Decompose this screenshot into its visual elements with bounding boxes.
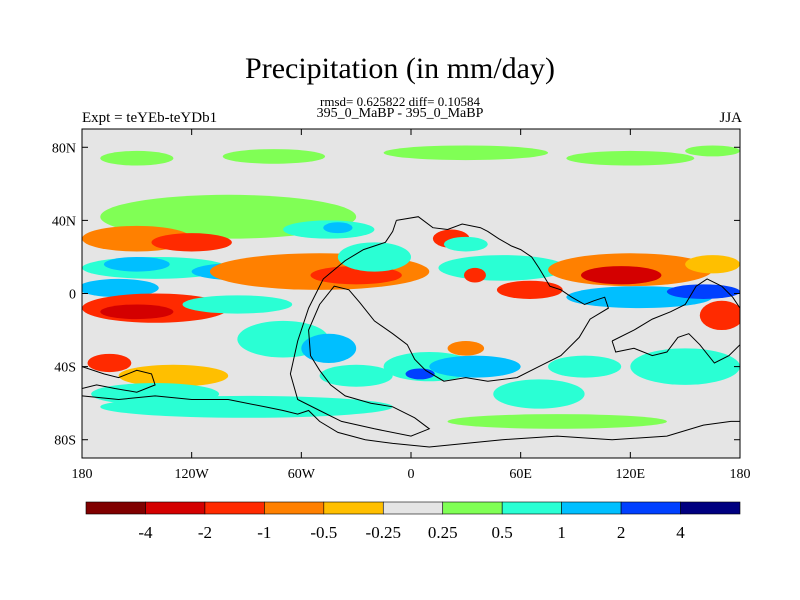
field-contour-region	[429, 355, 521, 378]
colorbar-swatch	[264, 501, 325, 515]
colorbar-swatch	[561, 501, 622, 515]
y-tick-label: 40S	[54, 361, 76, 376]
colorbar-swatch	[680, 501, 741, 515]
x-tick-label: 180	[72, 467, 93, 482]
x-tick-label: 120E	[616, 467, 646, 482]
x-tick-label: 180	[730, 467, 751, 482]
field-contour-region	[443, 236, 488, 252]
colorbar-swatch	[442, 501, 503, 515]
field-contour-region	[405, 368, 435, 380]
field-contour-region	[566, 150, 695, 166]
field-contour-region	[319, 364, 393, 387]
colorbar: -4 -2 -1 -0.5 -0.25 0.25 0.5 1 2 4	[85, 501, 741, 542]
colorbar-label: 4	[676, 523, 685, 542]
x-tick-label: 60W	[288, 467, 316, 482]
field-contour-region	[103, 256, 170, 272]
field-contour-region	[699, 300, 740, 331]
colorbar-label: 0.25	[428, 523, 458, 542]
colorbar-swatch	[85, 501, 146, 515]
coastline-layer	[82, 216, 740, 448]
field-contour-region	[666, 284, 740, 299]
field-contour-region	[548, 355, 622, 378]
colorbar-label: -0.5	[310, 523, 337, 542]
field-contour-region	[447, 341, 485, 356]
field-contour-region	[580, 266, 662, 285]
field-contour-region	[493, 379, 585, 409]
x-tick-label: 120W	[175, 467, 210, 482]
field-contour-region	[301, 333, 357, 363]
field-contour-region	[151, 233, 232, 252]
coastline-continent-south	[82, 395, 740, 448]
field-contour-region	[118, 364, 229, 387]
colorbar-swatch	[145, 501, 206, 515]
coastline-landmass-west	[82, 366, 156, 393]
field-contour-region	[222, 149, 326, 164]
field-contour-region	[337, 242, 412, 272]
colorbar-label: -2	[198, 523, 212, 542]
coastline-continent-east	[611, 278, 740, 364]
field-contour-region	[182, 295, 293, 314]
axis-layer: 180 120W 60W 0 60E 120E 180 80N 40N 0 40S 80S	[52, 129, 751, 482]
colorbar-label: -1	[257, 523, 271, 542]
field-contour-region	[685, 255, 740, 274]
field-contour-region	[383, 145, 549, 161]
colorbar-swatch	[204, 501, 265, 515]
field-contour-region	[464, 267, 486, 283]
field-contour-region	[87, 353, 132, 373]
colorbar-label: 0.5	[492, 523, 513, 542]
field-contour-region	[630, 348, 740, 385]
field-contour-region	[100, 304, 174, 320]
y-tick-label: 80N	[52, 141, 76, 156]
chart-center-label: 395_0_MaBP - 395_0_MaBP	[316, 106, 484, 121]
chart-subtitle: rmsd= 0.625822 diff= 0.10584	[320, 94, 480, 109]
field-contour-region	[100, 150, 174, 166]
field-contour-region	[100, 395, 393, 418]
field-contour-region	[82, 278, 159, 298]
x-tick-label: 0	[408, 467, 415, 482]
chart-right-label: JJA	[719, 110, 742, 126]
colorbar-label: 2	[617, 523, 626, 542]
colorbar-swatch	[323, 501, 384, 515]
field-contour-region	[685, 145, 740, 157]
field-contour-region	[438, 255, 567, 281]
field-contour-region	[323, 222, 353, 234]
colorbar-label: -0.25	[366, 523, 401, 542]
plot-area	[82, 129, 740, 458]
x-tick-label: 60E	[509, 467, 532, 482]
field-contour-region	[447, 414, 667, 429]
colorbar-swatch	[620, 501, 681, 515]
chart-title: Precipitation (in mm/day)	[245, 52, 555, 85]
y-tick-label: 40N	[52, 214, 76, 229]
colorbar-swatch	[382, 501, 444, 515]
coastline-continent-north	[289, 216, 610, 437]
colorbar-swatch	[501, 501, 562, 515]
y-tick-label: 0	[69, 288, 76, 303]
y-tick-label: 80S	[54, 434, 76, 449]
chart-left-label: Expt = teYEb-teYDb1	[82, 110, 218, 126]
field-contour-region	[496, 280, 563, 299]
colorbar-label: 1	[557, 523, 566, 542]
colorbar-label: -4	[138, 523, 153, 542]
